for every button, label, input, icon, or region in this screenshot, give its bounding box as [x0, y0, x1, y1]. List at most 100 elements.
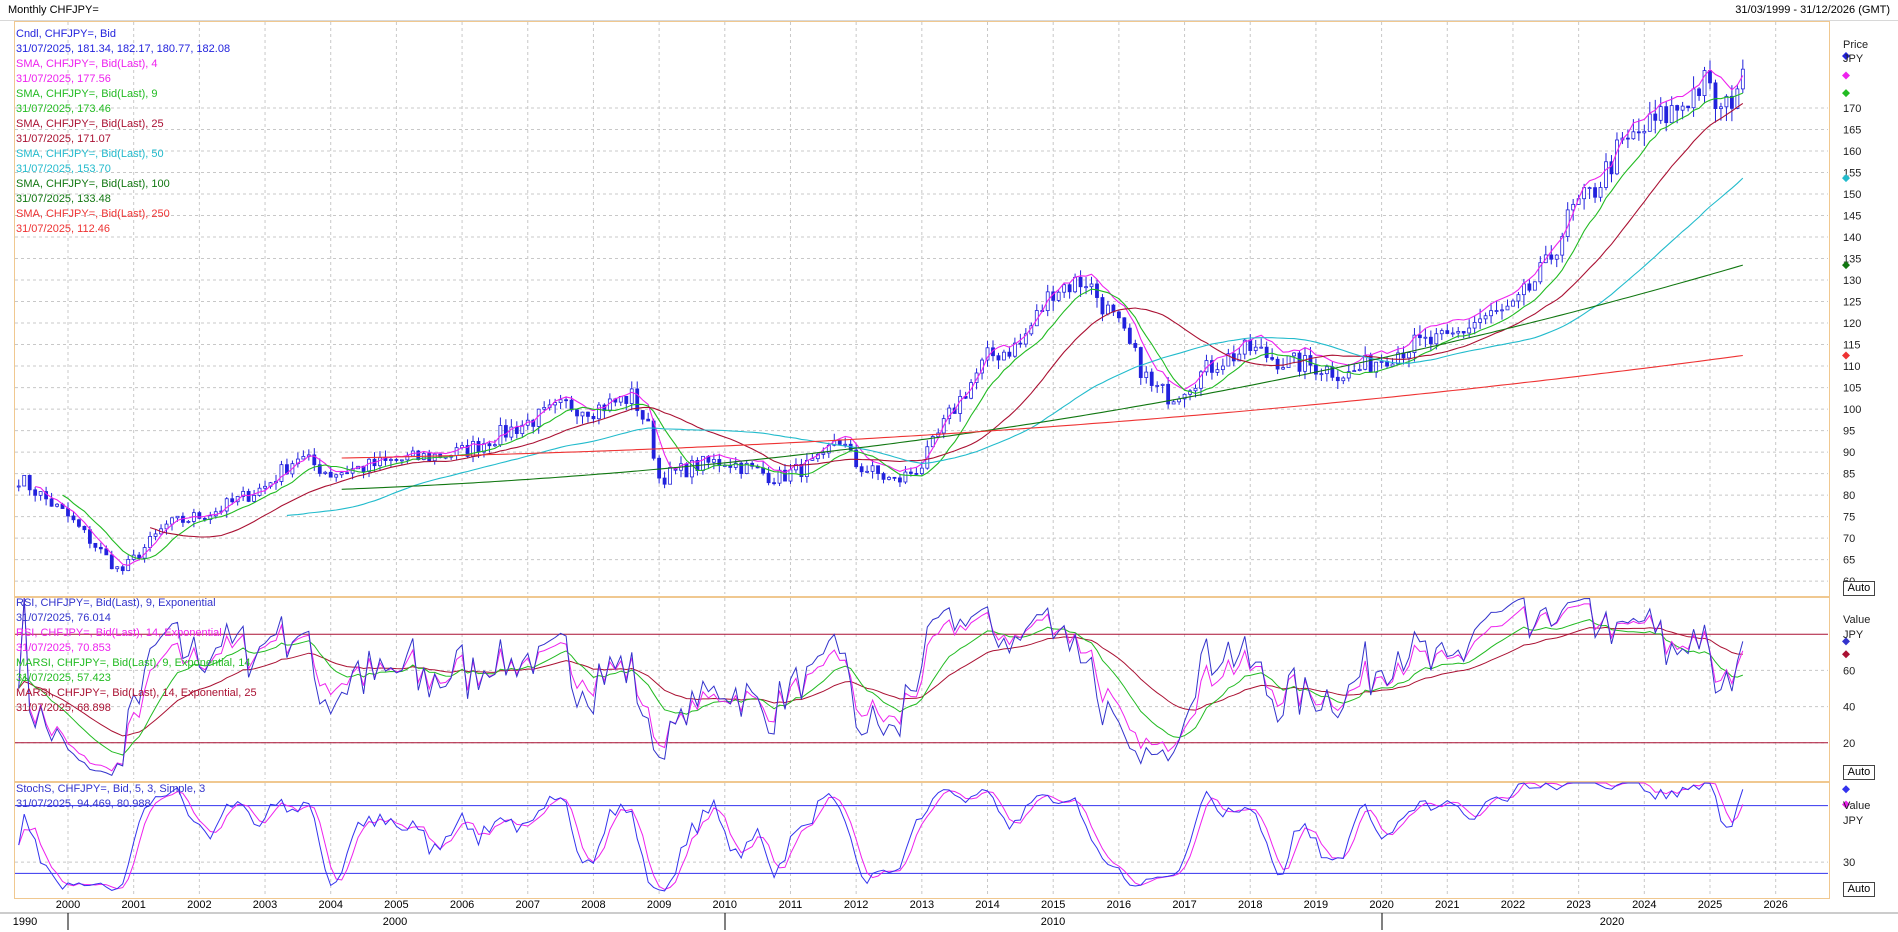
price-tick-label: 140 — [1843, 232, 1861, 244]
candle — [1237, 347, 1242, 362]
candle-body — [1303, 355, 1307, 372]
stoch-axis-title: Value — [1843, 800, 1871, 812]
legend-value-marsi14: 31/07/2025, 68.898 — [16, 702, 111, 714]
candle — [1647, 101, 1652, 132]
price-auto-scale-button[interactable]: Auto — [1843, 581, 1875, 596]
candle-body — [186, 521, 191, 523]
price-tick-label: 80 — [1843, 490, 1855, 502]
x-tick-label: 2009 — [647, 899, 671, 911]
price-last-marker — [1842, 52, 1850, 61]
candle-body — [279, 464, 284, 482]
candle — [1368, 352, 1373, 373]
candle — [295, 452, 300, 468]
rsi-legend: RSI, CHFJPY=, Bid(Last), 9, Exponential … — [16, 596, 257, 716]
candle — [1516, 292, 1521, 309]
candle — [503, 419, 508, 442]
candle-body — [1095, 283, 1099, 298]
candle-body — [1248, 339, 1253, 351]
candle — [744, 459, 749, 475]
candle-body — [1626, 137, 1630, 140]
candle — [427, 449, 432, 462]
x-tick-label: 2003 — [253, 899, 277, 911]
candle — [1680, 101, 1685, 120]
candle — [1259, 338, 1264, 349]
candle — [1122, 317, 1127, 331]
candle-body — [317, 464, 322, 474]
candle-body — [1467, 327, 1472, 334]
candle — [202, 516, 207, 522]
stoch-series-layer — [18, 782, 1744, 892]
candle-body — [1292, 352, 1296, 357]
candle-body — [690, 460, 694, 478]
candle — [564, 396, 568, 409]
x-tick-label: 2000 — [56, 899, 80, 911]
candle-body — [1138, 347, 1143, 378]
x-tick-label: 2006 — [450, 899, 474, 911]
candle — [1571, 199, 1576, 221]
candle-body — [509, 426, 514, 438]
candle-body — [564, 399, 568, 402]
x-tick-label: 2012 — [844, 899, 868, 911]
candle-body — [1067, 284, 1072, 293]
candle-body — [1697, 88, 1701, 97]
legend-label-sma25: SMA, CHFJPY=, Bid(Last), 25 — [16, 118, 164, 130]
candle — [1669, 96, 1674, 124]
candle — [1423, 328, 1428, 348]
marsi-9-line — [18, 619, 1743, 756]
candle — [586, 411, 590, 423]
candle-body — [908, 471, 913, 474]
candle — [27, 474, 32, 496]
candle-body — [662, 477, 667, 485]
candle-body — [345, 472, 350, 475]
legend-value-sma250: 31/07/2025, 112.46 — [16, 223, 110, 235]
candle-body — [170, 517, 174, 525]
rsi-auto-scale-button[interactable]: Auto — [1843, 765, 1875, 780]
candle-body — [33, 489, 38, 496]
price-tick-label: 70 — [1843, 533, 1855, 545]
candle-body — [1511, 300, 1515, 307]
price-series-layer — [16, 59, 1745, 575]
sma50-last-marker — [1842, 174, 1850, 183]
price-tick-label: 85 — [1843, 469, 1855, 481]
price-axis-unit: JPY — [1843, 53, 1864, 65]
candle — [772, 477, 776, 486]
stoch-auto-scale-button[interactable]: Auto — [1843, 882, 1875, 897]
x-tick-label: 2015 — [1041, 899, 1065, 911]
candle — [1220, 358, 1225, 375]
candle — [306, 449, 311, 461]
candle — [996, 352, 1001, 370]
candle-body — [1018, 342, 1023, 345]
candle — [1374, 361, 1379, 378]
candle-body — [1686, 105, 1691, 109]
sma-25-line — [149, 102, 1744, 538]
stoch-k-line — [18, 782, 1744, 892]
price-tick-label: 95 — [1843, 426, 1855, 438]
rsi-tick-label: 40 — [1843, 702, 1855, 714]
candle — [1735, 84, 1740, 110]
candle — [1067, 283, 1072, 299]
candle-body — [1412, 334, 1417, 353]
candle-body — [1281, 367, 1285, 370]
price-tick-label: 125 — [1843, 297, 1861, 309]
candle-body — [1631, 131, 1636, 140]
candle — [536, 408, 541, 434]
price-panel-frame[interactable] — [14, 21, 1830, 597]
candle — [690, 455, 694, 485]
candle — [1697, 87, 1701, 101]
candle-body — [646, 418, 651, 422]
candle-body — [1724, 95, 1729, 108]
candle-body — [783, 469, 787, 482]
price-tick-label: 145 — [1843, 211, 1861, 223]
candle-body — [1407, 352, 1411, 359]
candle — [49, 492, 54, 507]
price-tick-label: 65 — [1843, 555, 1855, 567]
candle-body — [1478, 318, 1483, 323]
candle-body — [339, 472, 344, 476]
candle-body — [1379, 361, 1384, 363]
candle — [1708, 60, 1712, 90]
candle-body — [55, 503, 59, 507]
candle — [1341, 376, 1346, 385]
price-tick-label: 120 — [1843, 318, 1861, 330]
candle — [1450, 327, 1455, 338]
candle-body — [717, 459, 722, 466]
